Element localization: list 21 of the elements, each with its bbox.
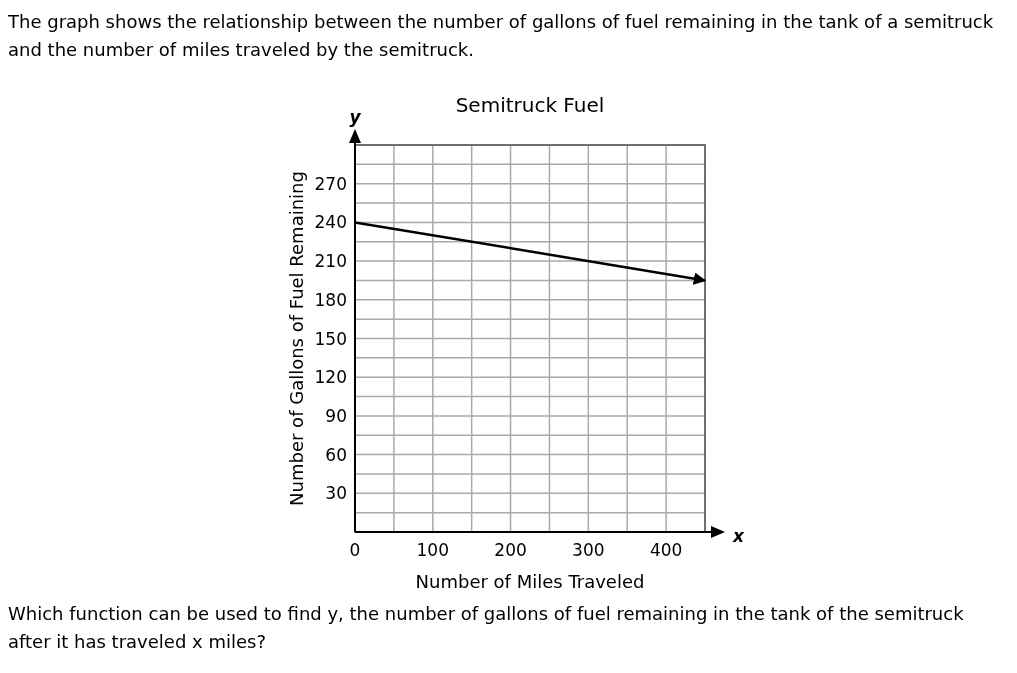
y-tick-label: 60 [325, 444, 347, 465]
x-tick-label: 100 [416, 540, 449, 560]
chart-title: Semitruck Fuel [455, 93, 605, 117]
y-tick-label: 210 [314, 251, 347, 272]
y-tick-label: 240 [314, 212, 347, 233]
text: Which function can be used to find y, the number of gallons of fuel remaining in the tank of the semitruck after it has traveled x miles? [8, 603, 964, 652]
y-tick-label: 120 [314, 367, 347, 388]
y-axis-title: Number of Gallons of Fuel Remaining [286, 171, 307, 506]
x-tick-label: 200 [494, 540, 527, 560]
y-tick-label: 30 [325, 483, 347, 504]
text: x [732, 526, 745, 546]
y-tick-label: 150 [314, 328, 347, 349]
x-tick-label: 400 [649, 540, 683, 560]
y-tick-label: 180 [314, 289, 347, 310]
text: The graph shows the relationship between the number of gallons of fuel remaining in the tank of a semitruck and the number of miles traveled by the semitruck. [8, 11, 994, 60]
x-axis-title: Number of Miles Traveled [415, 571, 645, 592]
x-tick-label: 300 [572, 540, 605, 560]
y-tick-label: 270 [314, 173, 347, 194]
text: y [349, 107, 362, 127]
x-tick-label: 0 [349, 540, 361, 560]
y-tick-label: 90 [325, 405, 347, 426]
